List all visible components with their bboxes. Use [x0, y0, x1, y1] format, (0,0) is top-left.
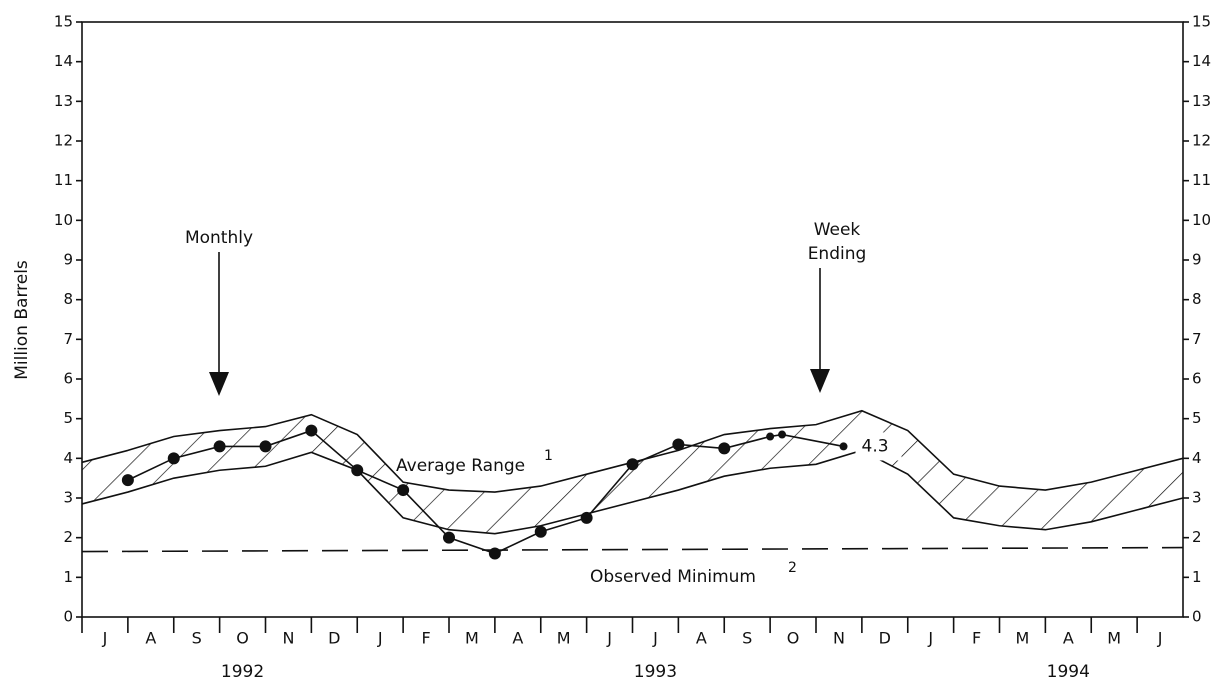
y2-tick-label: 7	[1192, 330, 1202, 348]
data-point	[534, 525, 547, 538]
y2-tick-label: 15	[1192, 13, 1211, 31]
y2-tick-label: 12	[1192, 132, 1211, 150]
x-tick-label: D	[328, 629, 340, 648]
y-tick-label: 0	[63, 608, 73, 626]
x-tick-label: A	[145, 629, 156, 648]
x-tick-label: M	[557, 629, 571, 648]
x-tick-label: J	[606, 629, 612, 648]
y-tick-label: 5	[63, 409, 73, 427]
annotation-note: 2	[788, 560, 797, 576]
y-tick-label: 13	[54, 92, 73, 110]
y-tick-label: 10	[54, 211, 73, 229]
y2-tick-label: 10	[1192, 211, 1211, 229]
data-point	[626, 458, 639, 471]
y-tick-label: 3	[63, 489, 73, 507]
arrow	[209, 252, 830, 396]
y-tick-label: 9	[63, 251, 73, 269]
x-tick-label: J	[102, 629, 108, 648]
range-lower	[81, 449, 1184, 535]
x-tick-label: A	[696, 629, 707, 648]
data-point	[167, 452, 180, 465]
x-tick-label: A	[512, 629, 523, 648]
y-tick-label: 4	[63, 449, 73, 467]
data-point	[259, 440, 272, 453]
y2-tick-label: 4	[1192, 449, 1202, 467]
data-point	[351, 464, 364, 477]
annotation: Ending	[808, 244, 867, 264]
y-tick-label: 8	[63, 290, 73, 308]
data-point	[213, 440, 226, 453]
x-tick-label: J	[927, 629, 933, 648]
y-tick-label: 2	[63, 528, 73, 546]
data-point	[488, 547, 501, 560]
y2-tick-label: 5	[1192, 409, 1202, 427]
annotation: Week	[814, 220, 861, 240]
year-label: 1992	[221, 662, 264, 682]
data-point	[766, 432, 775, 441]
y2-tick-label: 14	[1192, 52, 1211, 70]
y-tick-label: 12	[54, 132, 73, 150]
y2-tick-label: 8	[1192, 290, 1202, 308]
data-point	[121, 474, 134, 487]
y-tick-label: 15	[54, 13, 73, 31]
y2-tick-label: 6	[1192, 370, 1202, 388]
y-tick-label: 7	[63, 330, 73, 348]
x-tick-label: J	[1157, 629, 1163, 648]
y2-tick-label: 0	[1192, 608, 1202, 626]
annotation: Observed Minimum	[590, 567, 756, 587]
label-bg	[855, 432, 902, 461]
data-point	[305, 424, 318, 437]
x-tick-label: S	[192, 629, 202, 648]
year-label: 1993	[634, 662, 677, 682]
x-tick-label: D	[879, 629, 891, 648]
data-point	[718, 442, 731, 455]
x-tick-label: O	[236, 629, 249, 648]
y2-tick-label: 1	[1192, 568, 1202, 586]
x-tick-label: J	[377, 629, 383, 648]
y2-tick-label: 2	[1192, 528, 1202, 546]
observed-minimum	[81, 546, 1184, 553]
x-tick-label: M	[1107, 629, 1121, 648]
x-tick-label: M	[465, 629, 479, 648]
x-tick-label: N	[833, 629, 845, 648]
y-tick-label: 1	[63, 568, 73, 586]
x-tick-label: O	[787, 629, 800, 648]
x-tick-label: F	[972, 629, 981, 648]
x-tick-label: N	[282, 629, 294, 648]
y-axis-label: Million Barrels	[12, 260, 32, 380]
data-point	[778, 430, 787, 439]
y2-tick-label: 9	[1192, 251, 1202, 269]
annotation: Monthly	[185, 228, 253, 248]
value-label: 4.3	[862, 436, 889, 456]
y2-tick-label: 3	[1192, 489, 1202, 507]
y-tick-label: 11	[54, 171, 73, 189]
x-tick-label: A	[1063, 629, 1074, 648]
data-point	[672, 438, 685, 451]
annotation-note: 1	[544, 448, 553, 464]
x-tick-label: F	[421, 629, 430, 648]
x-tick-label: J	[652, 629, 658, 648]
year-label: 1994	[1047, 662, 1090, 682]
annotation: Average Range	[396, 456, 525, 476]
data-point	[443, 531, 455, 544]
band-fill	[82, 410, 1183, 534]
x-tick-label: S	[742, 629, 752, 648]
data-point	[397, 484, 410, 497]
data-point	[580, 511, 593, 524]
y2-tick-label: 11	[1192, 171, 1211, 189]
y-tick-label: 6	[63, 370, 73, 388]
y2-tick-label: 13	[1192, 92, 1211, 110]
data-point	[839, 442, 848, 451]
x-tick-label: M	[1016, 629, 1030, 648]
y-tick-label: 14	[54, 52, 73, 70]
